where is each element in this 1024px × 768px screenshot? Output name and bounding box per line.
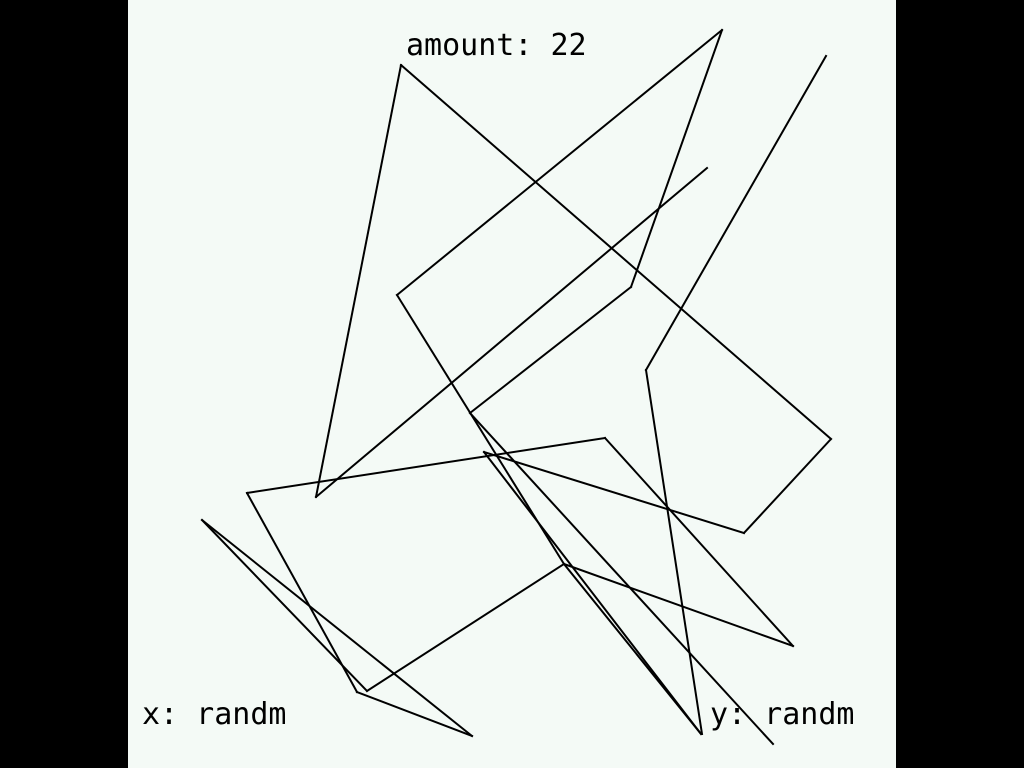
line-segment	[562, 562, 795, 648]
line-segment	[395, 28, 724, 297]
line-segment	[399, 63, 833, 441]
line-segment	[562, 562, 703, 736]
drawing-canvas[interactable]: amount: 22 x: randm y: randm	[128, 0, 896, 768]
line-segment	[245, 491, 359, 694]
y-mode-readout: y: randm	[710, 697, 855, 732]
line-segment	[200, 518, 369, 693]
line-segment	[644, 54, 828, 372]
line-segment	[365, 562, 566, 693]
line-segment	[629, 28, 724, 289]
line-segment	[314, 63, 403, 499]
line-segment	[355, 690, 474, 738]
line-segment	[200, 518, 474, 738]
line-segment	[644, 368, 704, 736]
amount-readout: amount: 22	[406, 28, 587, 63]
line-segment	[468, 285, 633, 415]
line-segment	[314, 166, 709, 499]
line-segment	[482, 450, 703, 736]
line-segment	[395, 293, 566, 566]
line-segment	[468, 411, 775, 746]
line-segment	[482, 450, 746, 535]
line-segment	[603, 436, 795, 648]
line-drawing	[200, 28, 833, 746]
line-segment	[742, 437, 833, 535]
line-segment	[245, 436, 607, 495]
x-mode-readout: x: randm	[142, 697, 287, 732]
